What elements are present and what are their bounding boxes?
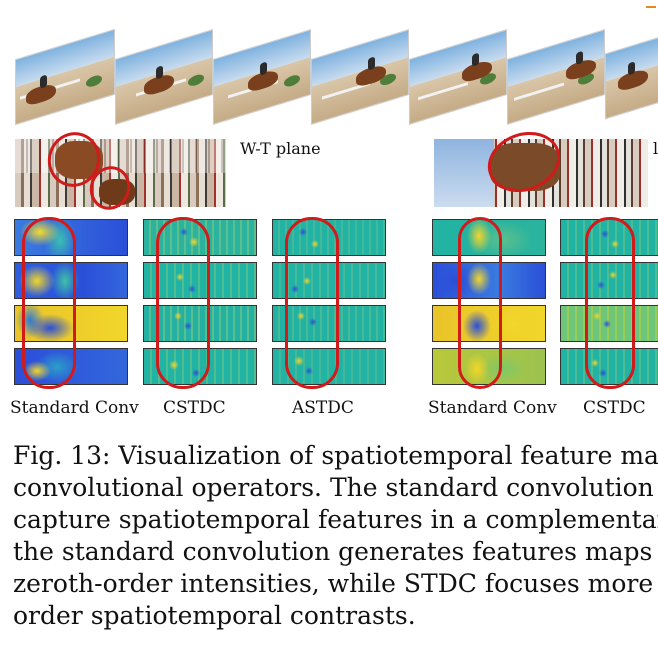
- video-frame-2: [115, 29, 213, 125]
- horse-trace-2: [99, 179, 135, 205]
- label-cstdc: CSTDC: [163, 398, 226, 418]
- corner-mark: [646, 6, 656, 8]
- label-standard-conv-right: Standard Conv: [428, 398, 557, 418]
- video-frame-1: [15, 28, 115, 126]
- highlight-oval-cstdc: [156, 217, 210, 389]
- feature-map: [272, 262, 386, 299]
- caption-line: zeroth-order intensities, while STDC foc…: [13, 569, 658, 598]
- feature-map: [560, 305, 658, 342]
- caption-line: order spatiotemporal contrasts.: [13, 601, 416, 630]
- feature-map: [143, 262, 257, 299]
- caption-line: convolutional operators. The standard co…: [13, 473, 654, 502]
- video-frame-4: [311, 29, 409, 125]
- feature-map: [143, 305, 257, 342]
- feature-map: [560, 262, 658, 299]
- feature-map: [560, 348, 658, 385]
- caption-line: the standard convolution generates featu…: [13, 537, 658, 566]
- caption-line: capture spatiotemporal features in a com…: [13, 505, 658, 534]
- feature-map: [432, 262, 546, 299]
- feature-map: [432, 305, 546, 342]
- wt-plane-right: [434, 139, 648, 207]
- highlight-oval-cstdc-right: [585, 217, 635, 389]
- feature-map: [272, 305, 386, 342]
- label-standard-conv: Standard Conv: [10, 398, 139, 418]
- wt-plane-label-right: l: [653, 139, 658, 158]
- label-cstdc-right: CSTDC: [583, 398, 646, 418]
- wt-plane-label: W-T plane: [240, 139, 321, 158]
- wt-plane-left: [15, 139, 226, 207]
- highlight-oval-standard-conv-right: [458, 217, 502, 389]
- label-astdc: ASTDC: [292, 398, 354, 418]
- video-frame-3: [213, 29, 311, 125]
- video-frame-5: [409, 29, 507, 125]
- caption-line: Fig. 13: Visualization of spatiotemporal…: [13, 441, 658, 470]
- highlight-oval-astdc: [285, 217, 339, 389]
- feature-map: [14, 305, 128, 342]
- video-frame-7: [605, 34, 658, 120]
- feature-map: [560, 219, 658, 256]
- highlight-oval-standard-conv: [22, 217, 76, 389]
- feature-map: [14, 262, 128, 299]
- horse-trace-3: [490, 143, 560, 191]
- video-frame-6: [507, 29, 605, 125]
- figure-caption: Fig. 13: Visualization of spatiotemporal…: [13, 440, 658, 632]
- horse-trace-1: [55, 141, 103, 179]
